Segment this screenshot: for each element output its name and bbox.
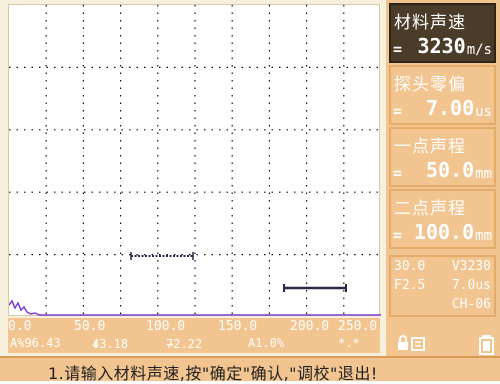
- param-unit: us: [475, 104, 492, 120]
- param-value: 3230: [417, 34, 466, 58]
- offset-unit: us: [475, 278, 491, 293]
- waveform-canvas: [9, 5, 381, 317]
- battery-icon: [479, 335, 494, 355]
- prompt-text: 1.请输入材料声速,按"确定"确认,"调校"退出!: [48, 364, 378, 383]
- equals-sign: =: [393, 226, 403, 244]
- param-unit: m/s: [466, 42, 492, 58]
- gate-b[interactable]: [283, 284, 347, 292]
- lock-icon: [398, 335, 408, 350]
- level-readout: A1.0%: [248, 336, 285, 350]
- gain-value: 30.0: [394, 259, 426, 274]
- param-material-velocity[interactable]: 材料声速 = 3230 m/s: [389, 3, 496, 63]
- param-value-row: = 7.00 us: [393, 96, 492, 120]
- param-value-row: = 3230 m/s: [393, 34, 492, 58]
- param-title: 探头零偏: [394, 75, 466, 95]
- param-value: 100.0: [413, 220, 475, 244]
- axis-tick-label: 150.0: [218, 319, 258, 334]
- param-title: 材料声速: [394, 13, 466, 33]
- distance-arrow-icon: →: [166, 337, 174, 351]
- param-point-one-distance[interactable]: 一点声程 = 50.0 mm: [389, 127, 496, 187]
- a-scan-plot: [8, 4, 381, 317]
- gate-a[interactable]: [130, 252, 194, 260]
- plot-grid: [9, 5, 381, 317]
- axis-tick-label: 50.0: [74, 319, 106, 334]
- status-icons: [398, 333, 496, 355]
- param-unit: mm: [475, 166, 492, 182]
- echo-baseline: [9, 299, 381, 316]
- offset-value: 7.0us: [452, 278, 491, 293]
- channel-value: CH-06: [451, 297, 491, 312]
- keyboard-icon: [411, 337, 425, 351]
- marker-readout: *.*: [338, 336, 360, 350]
- depth-value: 43.18: [92, 337, 129, 351]
- offset-number: 7.0: [451, 278, 476, 293]
- equals-sign: =: [393, 164, 403, 182]
- param-point-two-distance[interactable]: 二点声程 = 100.0 mm: [389, 189, 496, 249]
- param-value: 50.0: [425, 158, 475, 182]
- param-title: 二点声程: [394, 199, 466, 219]
- param-probe-zero[interactable]: 探头零偏 = 7.00 us: [389, 65, 496, 125]
- equals-sign: =: [393, 102, 403, 120]
- measurement-bar: A%96.43 ↓ 43.18 → 72.22 A1.0% *.*: [8, 335, 380, 353]
- depth-arrow-icon: ↓: [92, 337, 100, 351]
- frequency-value: F2.5: [394, 278, 426, 293]
- axis-tick-label: 0.0: [8, 319, 32, 334]
- distance-axis: 0.0 50.0 100.0 150.0 200.0 250.0: [8, 318, 380, 336]
- status-panel: 30.0 V3230 F2.5 7.0us CH-06: [389, 255, 496, 317]
- axis-tick-label: 100.0: [146, 319, 186, 334]
- param-unit: mm: [475, 228, 492, 244]
- param-value-row: = 50.0 mm: [393, 158, 492, 182]
- prompt-bar: 1.请输入材料声速,按"确定"确认,"调校"退出!: [0, 356, 500, 383]
- param-title: 一点声程: [394, 137, 466, 157]
- velocity-value: V3230: [451, 259, 491, 274]
- amplitude-readout: A%96.43: [10, 336, 61, 350]
- distance-value: 72.22: [166, 337, 203, 351]
- param-value: 7.00: [425, 96, 475, 120]
- equals-sign: =: [393, 40, 403, 58]
- axis-tick-label: 200.0: [290, 319, 330, 334]
- param-value-row: = 100.0 mm: [393, 220, 492, 244]
- axis-tick-label: 250.0: [338, 319, 378, 334]
